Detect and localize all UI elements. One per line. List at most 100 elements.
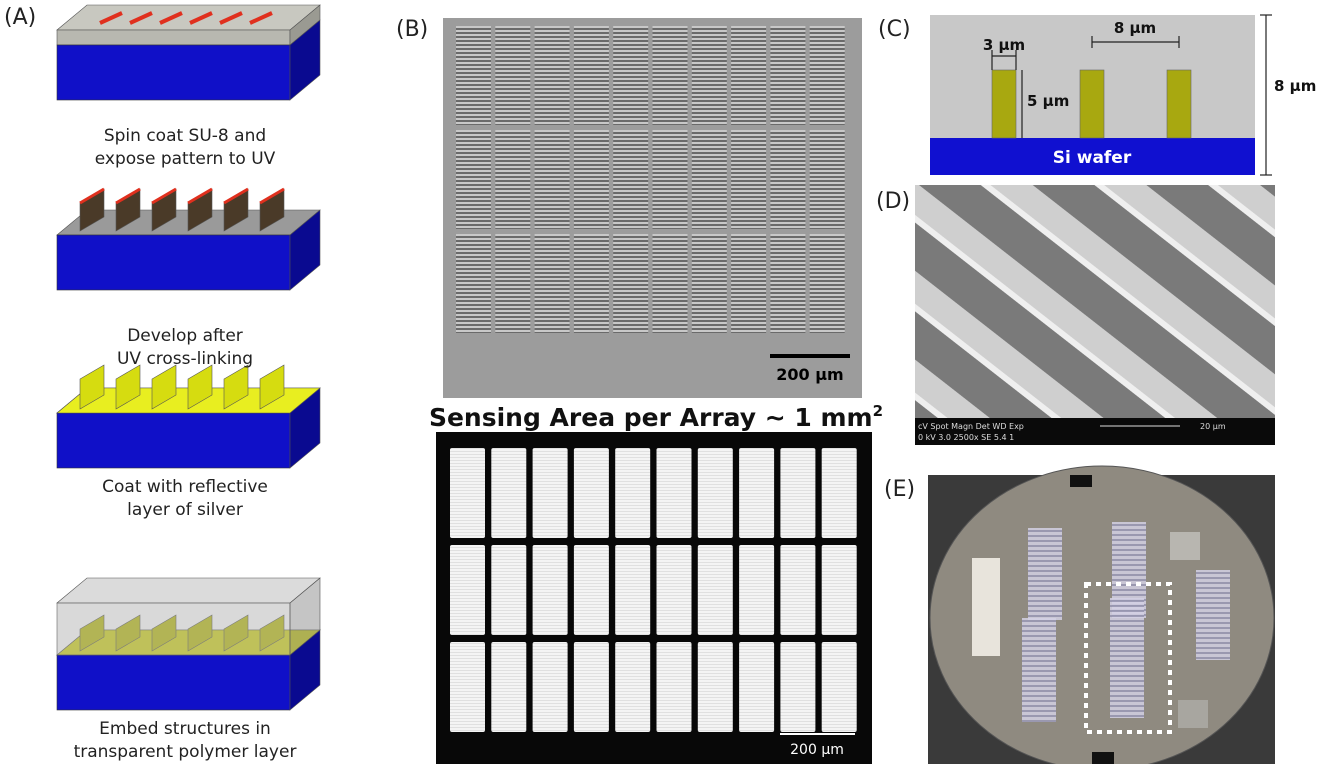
array-cell	[491, 642, 526, 732]
dimension-label: 8 µm	[1114, 19, 1156, 37]
dimension-label: 8 µm	[1274, 77, 1316, 95]
info-text: 0 kV 3.0 2500x SE 5.4 1	[918, 433, 1014, 442]
scale-label: 200 µm	[790, 742, 844, 758]
panel-label: (D)	[876, 189, 910, 214]
sem-image	[915, 185, 1275, 418]
array-cell	[780, 545, 815, 635]
clip	[1092, 752, 1114, 764]
array-cell	[495, 26, 530, 125]
array-cell	[657, 448, 692, 538]
scale-label: 20 µm	[1200, 422, 1226, 431]
array-cell	[613, 234, 648, 333]
title-superscript: 2	[873, 402, 883, 420]
array-cell	[692, 26, 727, 125]
array-cell	[450, 448, 485, 538]
array-cell	[613, 26, 648, 125]
caption: transparent polymer layer	[74, 742, 297, 762]
layer-top	[57, 5, 320, 30]
panel-label: (E)	[884, 477, 915, 502]
array-cell	[770, 234, 805, 333]
array-cell	[574, 448, 609, 538]
wafer-front	[57, 655, 290, 710]
array-cell	[698, 448, 733, 538]
array-cell	[692, 234, 727, 333]
array-cell	[698, 642, 733, 732]
array-cell	[739, 448, 774, 538]
polymer-top	[57, 578, 320, 603]
array-cell	[450, 642, 485, 732]
array-cell	[535, 130, 570, 229]
pillar	[1080, 70, 1104, 138]
array-cell	[574, 130, 609, 229]
caption: layer of silver	[127, 500, 243, 520]
dimension-label: 3 µm	[983, 36, 1025, 54]
scale-label: 200 µm	[776, 365, 843, 384]
array-cell	[780, 642, 815, 732]
light-pad	[1170, 532, 1200, 560]
array-cell	[613, 130, 648, 229]
caption: Embed structures in	[99, 719, 271, 739]
array-cell	[657, 545, 692, 635]
array-cell	[731, 234, 766, 333]
sensing-title: Sensing Area per Array ~ 1 mm2	[429, 402, 883, 432]
chip-strip	[972, 558, 1000, 656]
page: 200 µm Sensing Area per Array ~ 1 mm2 200 …	[0, 0, 1324, 764]
array-cell	[822, 642, 857, 732]
array-cell	[456, 26, 491, 125]
array-cell	[615, 448, 650, 538]
wafer-front	[57, 45, 290, 100]
array-cell	[535, 26, 570, 125]
substrate-label: Si wafer	[1053, 148, 1132, 168]
array-cell	[491, 448, 526, 538]
caption: Coat with reflective	[102, 477, 268, 497]
array-cell	[653, 26, 688, 125]
array-cell	[456, 130, 491, 229]
panel-label: (A)	[4, 5, 36, 30]
array-cell	[533, 448, 568, 538]
title-text: Sensing Area per Array ~ 1 mm	[429, 403, 873, 432]
array-cell	[822, 448, 857, 538]
array-cell	[653, 130, 688, 229]
array-cell	[495, 130, 530, 229]
caption: Spin coat SU-8 and	[104, 126, 266, 146]
array-cell	[574, 642, 609, 732]
array-cell	[533, 642, 568, 732]
array-cell	[653, 234, 688, 333]
info-text: cV Spot Magn Det WD Exp	[918, 422, 1024, 431]
array-cell	[822, 545, 857, 635]
caption: Develop after	[127, 326, 243, 346]
panel-label: (C)	[878, 17, 911, 42]
array-cell	[770, 26, 805, 125]
array-cell	[731, 130, 766, 229]
array-cell	[698, 545, 733, 635]
array-cell	[574, 26, 609, 125]
polymer-front	[57, 603, 290, 655]
array-cell	[731, 26, 766, 125]
array-cell	[780, 448, 815, 538]
figure: 200 µm Sensing Area per Array ~ 1 mm2 200 …	[0, 0, 1324, 764]
array-cell	[739, 642, 774, 732]
array-cell	[615, 642, 650, 732]
array-cell	[456, 234, 491, 333]
array-cell	[535, 234, 570, 333]
panel-label: (B)	[396, 17, 428, 42]
array-cell	[495, 234, 530, 333]
array-cell	[657, 642, 692, 732]
array-cell	[574, 234, 609, 333]
clip	[1070, 475, 1092, 487]
array-cell	[810, 26, 845, 125]
pillar	[1167, 70, 1191, 138]
array-cell	[574, 545, 609, 635]
array-cell	[770, 130, 805, 229]
array-cell	[450, 545, 485, 635]
array-cell	[533, 545, 568, 635]
array-cell	[810, 130, 845, 229]
caption: UV cross-linking	[117, 349, 253, 369]
array-cell	[692, 130, 727, 229]
content: 200 µm Sensing Area per Array ~ 1 mm2 200 …	[57, 5, 1316, 764]
layer-front	[57, 30, 290, 45]
wafer-front	[57, 413, 290, 468]
array-cell	[739, 545, 774, 635]
dimension-label: 5 µm	[1027, 92, 1069, 110]
array-cell	[810, 234, 845, 333]
